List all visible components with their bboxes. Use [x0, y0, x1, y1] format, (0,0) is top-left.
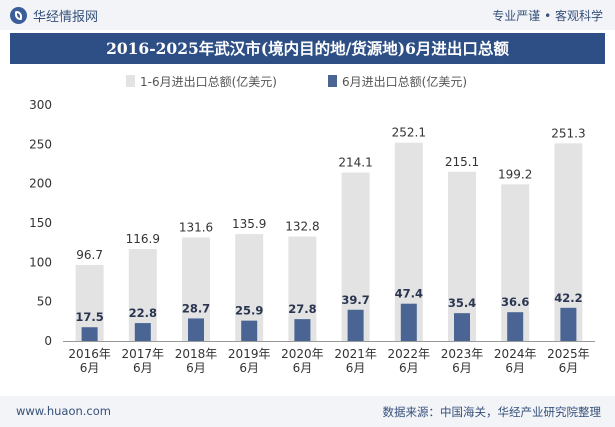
bar-june-label-10: 42.2	[554, 291, 582, 305]
bar-total-label-7: 252.1	[392, 126, 426, 140]
x-tick-label: 2017年	[122, 347, 165, 361]
x-tick-label: 6月	[505, 361, 525, 375]
x-tick-label: 6月	[399, 361, 419, 375]
bar-june-10	[560, 307, 577, 341]
x-tick-label: 6月	[346, 361, 366, 375]
x-axis: 2016年6月2017年6月2018年6月2019年6月2020年6月2021年…	[63, 341, 595, 375]
bar-total-label-4: 135.9	[232, 217, 266, 231]
bars: 96.7 17.5 116.9 22.8 131.6 28.7 135.9 25.9 132.8…	[75, 126, 586, 341]
bar-total-label-1: 96.7	[76, 248, 103, 262]
bar-june-label-7: 47.4	[395, 287, 423, 301]
bar-june-label-6: 39.7	[341, 293, 369, 307]
y-tick-label: 150	[29, 216, 52, 230]
bar-june-2	[134, 323, 151, 341]
bar-total-label-6: 214.1	[338, 156, 372, 170]
bar-june-label-2: 22.8	[129, 306, 157, 320]
leaf-logo-icon	[10, 7, 27, 24]
brand[interactable]: 华经情报网	[10, 6, 98, 25]
x-tick-label: 6月	[559, 361, 579, 375]
chart-title: 2016-2025年武汉市(境内目的地/货源地)6月进出口总额	[10, 33, 605, 64]
y-tick-label: 50	[37, 295, 52, 309]
brand-name: 华经情报网	[33, 10, 99, 25]
x-tick-label: 6月	[452, 361, 472, 375]
legend-swatch-2	[328, 75, 337, 87]
bar-total-label-2: 116.9	[126, 232, 160, 246]
x-tick-label: 6月	[239, 361, 259, 375]
footer: www.huaon.com 数据来源：中国海关，华经产业研究院整理	[0, 396, 615, 427]
legend-swatch-1	[126, 75, 135, 87]
bar-june-label-4: 25.9	[235, 304, 263, 318]
x-tick-label: 6月	[293, 361, 313, 375]
bar-june-4	[241, 320, 258, 341]
bar-june-6	[347, 309, 364, 341]
bar-chart: 1-6月进出口总额(亿美元) 6月进出口总额(亿美元) 0 50 100 150 200 2…	[29, 74, 595, 375]
legend-label-1: 1-6月进出口总额(亿美元)	[140, 74, 277, 89]
bar-total-8	[448, 171, 476, 341]
bar-june-9	[507, 312, 524, 341]
bar-june-label-5: 27.8	[288, 302, 316, 316]
top-bar: 华经情报网 专业严谨 • 客观科学	[0, 0, 615, 30]
bar-total-label-9: 199.2	[498, 167, 532, 181]
bar-june-3	[188, 318, 204, 341]
x-tick-label: 2018年	[175, 347, 218, 361]
bar-total-label-10: 251.3	[551, 126, 585, 140]
bar-june-8	[454, 313, 470, 341]
x-tick-label: 2019年	[228, 347, 271, 361]
bar-total-label-5: 132.8	[285, 220, 319, 234]
y-tick-label: 200	[29, 177, 52, 191]
data-source: 数据来源：中国海关，华经产业研究院整理	[382, 405, 602, 419]
x-tick-label: 6月	[80, 361, 100, 375]
bar-june-7	[400, 303, 417, 341]
bar-total-label-3: 131.6	[179, 220, 213, 234]
y-axis: 0 50 100 150 200 250 300	[29, 98, 52, 348]
bar-june-label-8: 35.4	[448, 296, 476, 310]
legend: 1-6月进出口总额(亿美元) 6月进出口总额(亿美元)	[126, 74, 467, 89]
x-tick-label: 2021年	[334, 347, 377, 361]
tagline: 专业严谨 • 客观科学	[492, 9, 603, 23]
legend-label-2: 6月进出口总额(亿美元)	[342, 74, 467, 89]
x-tick-label: 2020年	[281, 347, 324, 361]
y-tick-label: 0	[44, 334, 52, 348]
x-tick-label: 2024年	[494, 347, 537, 361]
bar-total-label-8: 215.1	[445, 155, 479, 169]
x-tick-label: 2023年	[441, 347, 484, 361]
x-tick-label: 6月	[133, 361, 153, 375]
x-tick-label: 6月	[186, 361, 206, 375]
site-url[interactable]: www.huaon.com	[16, 404, 111, 418]
bar-june-label-3: 28.7	[182, 301, 210, 315]
bar-june-label-1: 17.5	[75, 310, 103, 324]
x-tick-label: 2022年	[388, 347, 431, 361]
bar-june-5	[294, 319, 311, 341]
y-tick-label: 300	[29, 98, 52, 112]
x-tick-label: 2025年	[547, 347, 590, 361]
bar-june-1	[81, 327, 98, 341]
y-tick-label: 250	[29, 137, 52, 151]
bar-june-label-9: 36.6	[501, 295, 529, 309]
y-tick-label: 100	[29, 255, 52, 269]
x-tick-label: 2016年	[68, 347, 111, 361]
